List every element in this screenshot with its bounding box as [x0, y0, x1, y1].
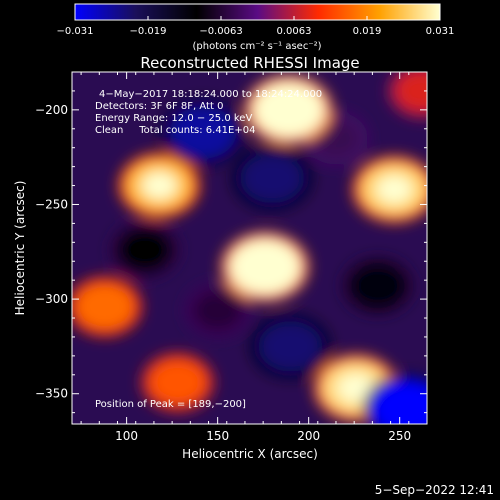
- plot-area: 100 150 200 250 −200 −250 −300 −350: [35, 71, 428, 443]
- heatmap-blob: [149, 359, 206, 405]
- colorbar-units-label: (photons cm⁻² s⁻¹ asec⁻²): [192, 41, 321, 52]
- x-tick-label: 100: [115, 429, 138, 443]
- y-tick-label: −200: [35, 103, 68, 117]
- colorbar: −0.031 −0.019 −0.0063 0.0063 0.019 0.031 (pho…: [56, 3, 454, 52]
- y-tick-label: −350: [35, 387, 68, 401]
- colorbar-ticks: −0.031 −0.019 −0.0063 0.0063 0.019 0.031: [56, 16, 454, 37]
- heatmap-blob: [240, 152, 305, 204]
- colorbar-tick-label: −0.019: [129, 26, 166, 37]
- axis-ticks: 100 150 200 250 −200 −250 −300 −350: [35, 72, 428, 443]
- annotation-total-counts: Clean Total counts: 6.41E+04: [95, 125, 255, 136]
- y-tick-label: −250: [35, 197, 68, 211]
- heatmap-blob-core: [337, 373, 375, 403]
- plot-frame: [71, 71, 428, 425]
- heatmap-blob: [395, 72, 427, 112]
- x-tick-label: 150: [206, 429, 229, 443]
- colorbar-tick-label: −0.031: [56, 26, 93, 37]
- heatmap-blob: [258, 321, 323, 372]
- y-axis-label: Heliocentric Y (arcsec): [13, 181, 27, 316]
- annotation-time-range: 4−May−2017 18:18:24.000 to 18:24:24.000: [99, 89, 322, 100]
- chart-title: Reconstructed RHESSI Image: [140, 54, 359, 72]
- x-axis-label: Heliocentric X (arcsec): [182, 447, 318, 461]
- heatmap-blob: [370, 380, 427, 424]
- colorbar-strip: [74, 3, 441, 21]
- x-tick-label: 250: [388, 429, 411, 443]
- annotation-peak-position: Position of Peak = [189,−200]: [95, 399, 246, 410]
- heatmap-blob: [118, 228, 172, 272]
- y-tick-label: −300: [35, 292, 68, 306]
- heatmap-blob-core: [375, 174, 413, 204]
- annotation-energy-range: Energy Range: 12.0 − 25.0 keV: [95, 113, 252, 124]
- colorbar-tick-label: 0.031: [426, 26, 455, 37]
- annotation-block: 4−May−2017 18:18:24.000 to 18:24:24.000 …: [95, 89, 322, 410]
- heatmap-blob-core: [245, 251, 285, 283]
- colorbar-tick-label: 0.0063: [277, 26, 312, 37]
- colorbar-tick-label: 0.019: [353, 26, 382, 37]
- heatmap-blob: [192, 290, 243, 331]
- footer-timestamp: 5−Sep−2022 12:41: [375, 483, 494, 497]
- colorbar-tick-label: −0.0063: [199, 26, 242, 37]
- heatmap-blob-core: [268, 94, 309, 126]
- heatmap-blob-core: [141, 171, 178, 200]
- heatmap-blobs: [72, 72, 427, 424]
- heatmap-blob: [75, 283, 134, 330]
- heatmap-blob: [350, 263, 406, 308]
- x-tick-label: 200: [297, 429, 320, 443]
- heatmap-blob: [169, 106, 237, 159]
- annotation-detectors: Detectors: 3F 6F 8F, Att 0: [95, 101, 223, 112]
